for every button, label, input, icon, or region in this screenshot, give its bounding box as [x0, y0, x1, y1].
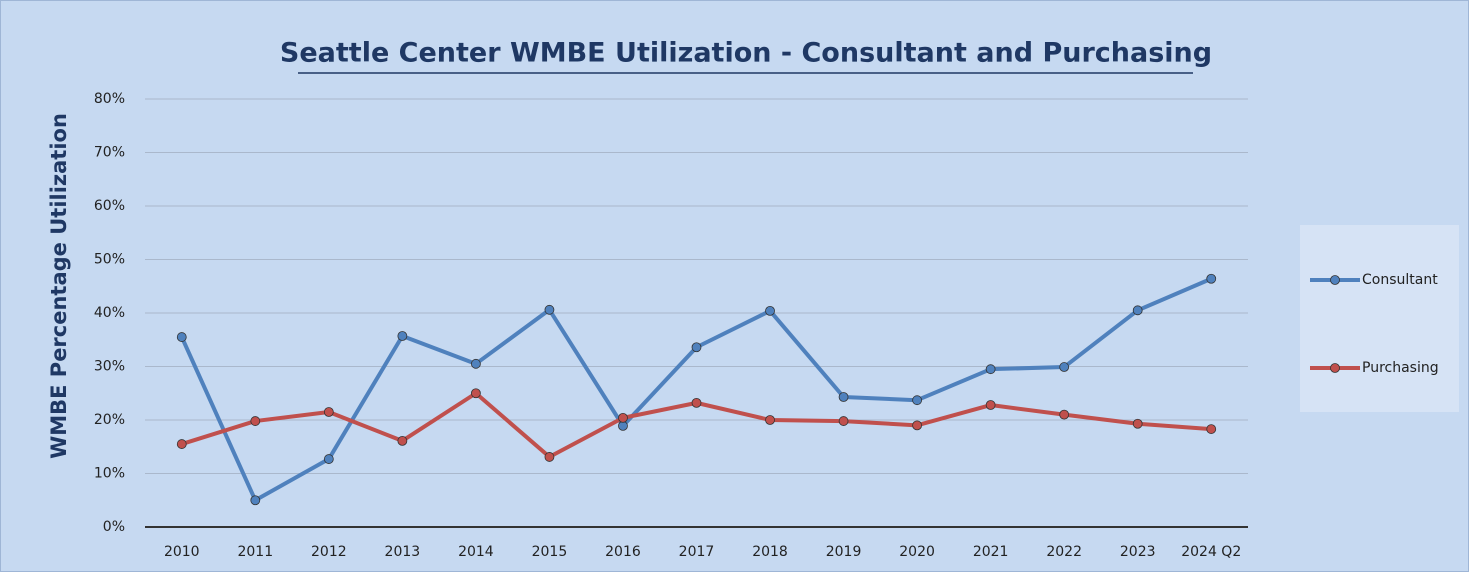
x-tick-label: 2017	[679, 544, 715, 560]
data-point	[1059, 362, 1070, 372]
x-tick-label: 2019	[826, 544, 862, 560]
data-point	[765, 305, 775, 316]
data-point	[176, 439, 187, 449]
data-point	[985, 400, 996, 410]
legend-marker	[1330, 275, 1340, 285]
y-tick-label: 60%	[94, 198, 125, 214]
data-point	[618, 412, 628, 423]
data-point	[470, 388, 481, 399]
x-tick-label: 2023	[1120, 544, 1156, 560]
x-tick-label: 2022	[1046, 544, 1082, 560]
data-point	[838, 416, 849, 426]
data-point	[912, 395, 922, 406]
x-tick-label: 2011	[237, 544, 273, 560]
x-tick-label: 2020	[899, 544, 935, 560]
legend-marker	[1330, 363, 1340, 373]
y-tick-label: 10%	[94, 466, 125, 482]
data-point	[176, 332, 187, 342]
y-tick-label: 40%	[94, 305, 125, 321]
legend-label: Consultant	[1362, 272, 1438, 288]
y-tick-label: 80%	[94, 91, 125, 107]
y-tick-label: 70%	[94, 145, 125, 161]
data-point	[323, 454, 334, 464]
legend-label: Purchasing	[1362, 360, 1439, 376]
y-tick-label: 20%	[94, 412, 125, 428]
chart-title: Seattle Center WMBE Utilization - Consul…	[280, 38, 1212, 69]
data-point	[470, 358, 481, 369]
data-point	[397, 435, 408, 446]
data-point	[397, 331, 408, 341]
y-axis-label: WMBE Percentage Utilization	[47, 113, 71, 459]
x-tick-label: 2010	[164, 544, 200, 560]
data-point	[691, 397, 702, 408]
legend-box	[1300, 225, 1459, 412]
x-tick-label: 2018	[752, 544, 788, 560]
x-tick-label: 2012	[311, 544, 347, 560]
data-point	[1132, 418, 1143, 429]
data-point	[1206, 273, 1217, 284]
data-point	[544, 452, 555, 462]
data-point	[691, 342, 702, 353]
x-tick-label: 2014	[458, 544, 494, 560]
data-point	[544, 304, 555, 315]
y-tick-label: 50%	[94, 252, 125, 268]
data-point	[323, 407, 334, 417]
data-point	[985, 364, 996, 375]
data-point	[838, 392, 849, 402]
data-point	[250, 416, 261, 426]
x-tick-label: 2015	[532, 544, 568, 560]
x-tick-label: 2024 Q2	[1181, 544, 1241, 560]
x-tick-label: 2016	[605, 544, 641, 560]
x-tick-label: 2021	[973, 544, 1009, 560]
y-tick-label: 0%	[103, 519, 125, 535]
data-point	[765, 415, 775, 425]
x-tick-label: 2013	[385, 544, 421, 560]
data-point	[1206, 424, 1217, 434]
data-point	[1132, 305, 1143, 316]
data-point	[912, 420, 922, 431]
data-point	[1059, 409, 1070, 420]
data-point	[250, 495, 261, 506]
y-tick-label: 30%	[94, 359, 125, 375]
